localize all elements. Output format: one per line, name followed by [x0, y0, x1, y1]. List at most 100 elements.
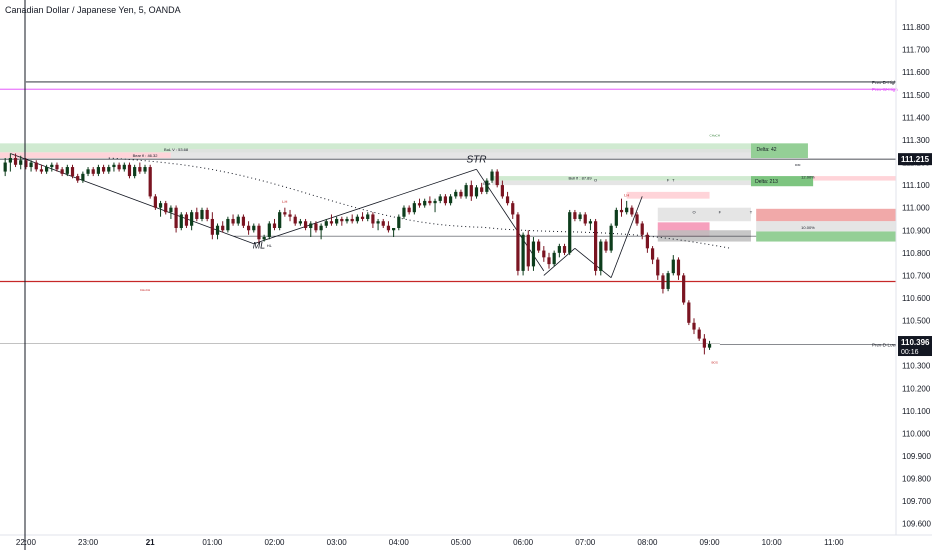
candle-body: [86, 169, 90, 174]
volume-zone: [756, 221, 896, 232]
y-tick-label: 111.500: [902, 91, 930, 100]
candle-body: [402, 207, 406, 217]
candle-body: [428, 200, 432, 204]
y-tick-label: 110.600: [902, 294, 931, 303]
candle-body: [169, 207, 173, 213]
candle-body: [360, 216, 365, 219]
candle-body: [552, 252, 556, 265]
candle-body: [505, 196, 510, 204]
candle-body: [407, 207, 411, 213]
chart-annotation: T: [672, 178, 675, 183]
candle-body: [630, 207, 634, 215]
candle-body: [366, 214, 370, 219]
y-tick-label: 111.000: [902, 204, 930, 213]
candle-body: [469, 185, 473, 197]
candle-body: [101, 167, 106, 172]
x-tick-label: 21: [146, 538, 155, 547]
candle-body: [246, 225, 251, 231]
candle-body: [464, 185, 468, 197]
candle-body: [267, 223, 271, 238]
volume-zone: [756, 208, 896, 222]
candle-body: [656, 259, 660, 276]
x-tick-label: 03:00: [327, 538, 348, 547]
chart-annotation: IDM: [795, 163, 801, 167]
candle-body: [241, 216, 246, 226]
candle-body: [24, 160, 28, 168]
y-tick-label: 111.400: [902, 113, 930, 122]
y-tick-label: 111.600: [902, 68, 930, 77]
candle-body: [531, 241, 536, 267]
candle-body: [138, 167, 142, 172]
candle-body: [682, 275, 686, 303]
chart-annotation: T: [750, 209, 753, 214]
candle-body: [619, 209, 624, 213]
candle-body: [692, 322, 696, 330]
candle-body: [45, 167, 49, 172]
candle-body: [236, 216, 240, 224]
candle-body: [381, 221, 385, 226]
candle-body: [542, 250, 546, 258]
last-price-label: 111.215: [901, 155, 930, 164]
candle-body: [174, 207, 178, 228]
candle-body: [448, 196, 453, 204]
chart-annotation: 12.00%: [801, 174, 815, 179]
candle-body: [604, 241, 608, 251]
y-tick-label: 110.900: [902, 226, 931, 235]
chart-annotation: LH: [624, 192, 629, 197]
candle-body: [3, 162, 7, 172]
candle-body: [707, 344, 712, 348]
candle-body: [376, 221, 380, 224]
candle-body: [288, 214, 292, 217]
candle-body: [303, 221, 308, 228]
candle-body: [490, 171, 494, 181]
chart-annotation: LH: [282, 199, 287, 204]
candle-body: [60, 169, 64, 174]
candle-body: [34, 162, 38, 170]
candle-body: [537, 241, 541, 251]
y-tick-label: 111.800: [902, 23, 930, 32]
y-tick-label: 110.000: [902, 429, 931, 438]
candle-body: [231, 218, 235, 224]
x-tick-label: 07:00: [575, 538, 596, 547]
chart-annotation: F: [719, 209, 722, 214]
candle-body: [495, 171, 499, 186]
candle-body: [127, 164, 132, 177]
candle-body: [29, 162, 33, 168]
y-tick-label: 111.700: [902, 46, 930, 55]
volume-zone: [813, 176, 896, 181]
candle-body: [133, 167, 137, 177]
x-tick-label: 09:00: [700, 538, 721, 547]
candle-body: [158, 203, 163, 208]
chart-annotation: BuL V : 53.68: [164, 147, 189, 152]
price-level-label: Prev-D-Low: [872, 342, 897, 347]
price-level-label: Prev-D-High: [872, 80, 897, 85]
candle-body: [65, 167, 69, 174]
y-tick-label: 110.300: [902, 362, 931, 371]
volume-zone: [750, 143, 808, 159]
candle-body: [143, 167, 147, 172]
candle-body: [500, 185, 504, 197]
candle-body: [443, 196, 448, 204]
current-price-label: 110.396: [901, 338, 930, 347]
candle-body: [340, 218, 344, 222]
y-tick-label: 110.100: [902, 407, 931, 416]
candle-body: [257, 225, 261, 240]
chart-annotation: Bear fl : 46.32: [133, 153, 159, 158]
candle-body: [195, 212, 199, 219]
candle-body: [8, 158, 12, 163]
candle-body: [702, 338, 706, 348]
candle-body: [55, 164, 59, 170]
y-tick-label: 110.700: [902, 271, 931, 280]
x-tick-label: 04:00: [389, 538, 410, 547]
volume-zone: [0, 152, 171, 159]
candle-body: [298, 221, 302, 224]
x-tick-label: 06:00: [513, 538, 534, 547]
y-tick-label: 109.900: [902, 452, 931, 461]
candle-body: [640, 223, 644, 235]
candle-body: [480, 187, 484, 192]
candle-body: [324, 221, 328, 226]
candle-body: [650, 248, 655, 260]
x-tick-label: 02:00: [264, 538, 285, 547]
